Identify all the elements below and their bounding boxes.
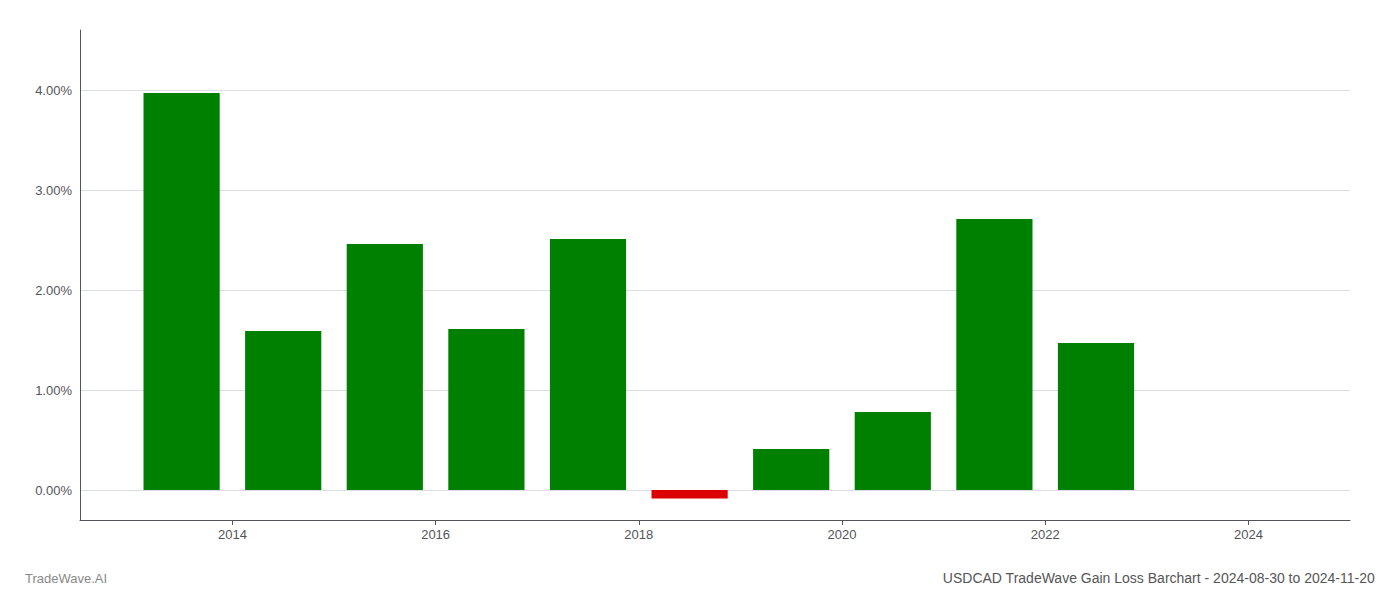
svg-text:2018: 2018 — [624, 527, 653, 542]
svg-text:TradeWave.AI: TradeWave.AI — [25, 571, 107, 586]
svg-text:USDCAD TradeWave Gain Loss Bar: USDCAD TradeWave Gain Loss Barchart - 20… — [943, 570, 1375, 586]
svg-text:3.00%: 3.00% — [35, 183, 72, 198]
svg-text:2016: 2016 — [421, 527, 450, 542]
svg-text:2022: 2022 — [1031, 527, 1060, 542]
svg-text:2024: 2024 — [1234, 527, 1263, 542]
svg-text:0.00%: 0.00% — [35, 483, 72, 498]
svg-text:1.00%: 1.00% — [35, 383, 72, 398]
svg-text:2020: 2020 — [828, 527, 857, 542]
svg-text:4.00%: 4.00% — [35, 83, 72, 98]
svg-text:2.00%: 2.00% — [35, 283, 72, 298]
svg-text:2014: 2014 — [218, 527, 247, 542]
